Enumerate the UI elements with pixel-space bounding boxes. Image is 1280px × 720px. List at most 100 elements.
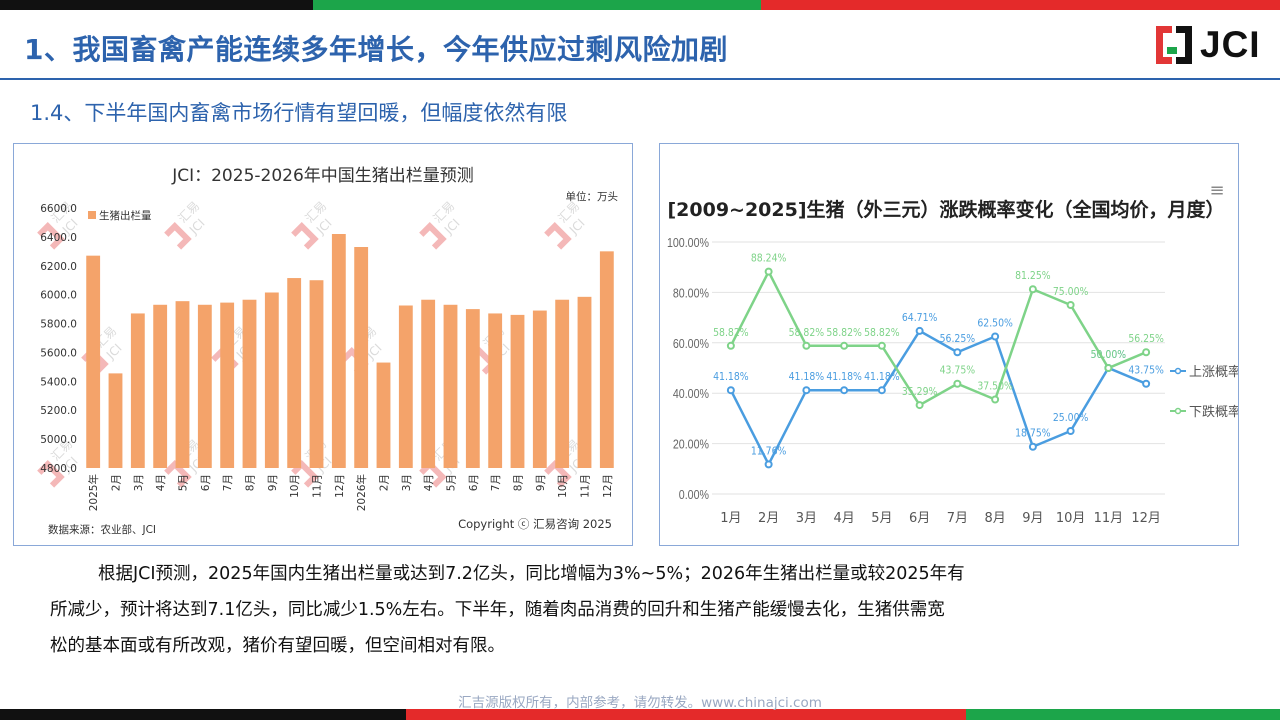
watermark-mark <box>544 460 572 488</box>
x-tick-label: 12月 <box>1131 511 1161 526</box>
y-tick-label: 40.00% <box>673 386 710 401</box>
bar <box>242 299 257 468</box>
data-point[interactable] <box>1028 442 1037 451</box>
series-rise: 41.18%11.76%41.18% 41.18% 41.18%64.71%56.2… <box>713 312 1164 469</box>
data-label: 18.75% <box>1015 428 1051 440</box>
data-point[interactable] <box>1142 348 1151 357</box>
data-point[interactable] <box>991 332 1000 341</box>
data-point[interactable] <box>953 348 962 357</box>
data-label: 58.82% <box>826 327 862 339</box>
data-label: 50.00% <box>1091 349 1127 361</box>
data-label: 62.50% <box>977 318 1013 330</box>
bar <box>599 251 614 468</box>
data-point[interactable] <box>915 401 924 410</box>
data-label: 43.75% <box>940 365 976 377</box>
data-point[interactable] <box>764 460 773 469</box>
watermark-mark <box>37 222 65 250</box>
data-label: 88.24% <box>751 253 787 265</box>
y-tick-label: 5800.0 <box>40 319 77 331</box>
data-point[interactable] <box>1142 379 1151 388</box>
paragraph-line-1: 根据JCI预测，2025年国内生猪出栏量或达到7.2亿头，同比增幅为3%~5%；… <box>98 564 965 584</box>
data-point[interactable] <box>802 341 811 350</box>
bar <box>488 313 503 468</box>
x-tick-label: 6月 <box>909 511 930 526</box>
bar <box>443 304 458 468</box>
legend-label: 生猪出栏量 <box>99 209 152 222</box>
data-point[interactable] <box>764 267 773 276</box>
y-tick-label: 6000.0 <box>40 290 77 302</box>
data-point[interactable] <box>991 395 1000 404</box>
y-tick-label: 6400.0 <box>40 232 77 244</box>
data-label: 75.00% <box>1053 286 1089 298</box>
data-label: 11.76% <box>751 446 787 458</box>
data-label: 43.75% <box>1128 365 1164 377</box>
data-point[interactable] <box>840 341 849 350</box>
data-point[interactable] <box>877 341 886 350</box>
bar <box>376 362 391 468</box>
jci-logo-icon <box>1156 26 1192 64</box>
data-point[interactable] <box>1104 364 1113 372</box>
data-point[interactable] <box>726 386 735 395</box>
chart-menu-icon[interactable]: ≡ <box>1209 180 1224 201</box>
x-tick-label: 5月 <box>446 474 458 491</box>
bar-chart-panel: JCI：2025-2026年中国生猪出栏量预测 单位：万头 生猪出栏量 汇易 JC… <box>13 143 633 546</box>
page-title: 1、我国畜禽产能连续多年增长，今年供应过剩风险加剧 <box>24 33 728 66</box>
legend-label: 上涨概率 <box>1189 364 1238 380</box>
y-tick-label: 5400.0 <box>40 376 77 388</box>
watermark-mark <box>164 222 192 250</box>
legend-marker <box>1174 367 1182 375</box>
chart-title: [2009~2025]生猪（外三元）涨跌概率变化（全国均价，月度） <box>667 198 1224 221</box>
data-label: 50.00% <box>1091 349 1127 361</box>
section-subtitle: 1.4、下半年国内畜禽市场行情有望回暖，但幅度依然有限 <box>30 101 568 125</box>
data-point[interactable] <box>953 379 962 388</box>
data-point[interactable] <box>1066 427 1075 435</box>
x-tick-label: 7月 <box>947 511 968 526</box>
data-label: 58.82% <box>789 327 825 339</box>
y-tick-label: 5000.0 <box>40 434 77 446</box>
data-source: 数据来源：农业部、JCI <box>48 523 156 536</box>
bar <box>264 292 279 468</box>
y-tick-label: 20.00% <box>673 437 710 452</box>
bar <box>532 310 547 468</box>
legend-item[interactable]: 下跌概率 <box>1170 404 1241 420</box>
bar <box>510 314 525 468</box>
data-point[interactable] <box>915 326 924 335</box>
data-point[interactable] <box>877 386 886 395</box>
jci-logo: JCI <box>1150 22 1264 68</box>
y-tick-label: 6200.0 <box>40 261 77 273</box>
x-tick-label: 2025年 <box>87 474 100 511</box>
x-axis-ticks: 2025年 2月 3月 4月 5月 6月 7月 8月 9月 10月 11月 12月 2026年 2月 3月 4… <box>87 474 614 511</box>
data-point[interactable] <box>726 341 735 350</box>
y-axis-ticks: 100.00% 80.00% 60.00% 40.00% 20.00% 0.00% <box>667 235 1165 502</box>
legend-item[interactable]: 上涨概率 <box>1170 364 1241 380</box>
data-point[interactable] <box>1028 285 1037 294</box>
data-point[interactable] <box>840 386 849 395</box>
bar <box>86 255 101 468</box>
chart-title: JCI：2025-2026年中国生猪出栏量预测 <box>171 166 474 186</box>
data-point[interactable] <box>802 386 811 395</box>
x-tick-label: 10月 <box>557 474 569 498</box>
x-tick-label: 6月 <box>200 474 212 491</box>
y-tick-label: 80.00% <box>673 285 710 300</box>
x-tick-label: 2026年 <box>355 474 368 511</box>
legend-label: 下跌概率 <box>1189 404 1238 420</box>
x-tick-label: 3月 <box>133 474 145 491</box>
watermark-mark <box>419 222 447 250</box>
paragraph-line-3: 松的基本面或有所改观，猪价有望回暖，但空间相对有限。 <box>50 636 505 656</box>
price-probability-line-chart: [2009~2025]生猪（外三元）涨跌概率变化（全国均价，月度） ≡ 100.… <box>667 180 1241 526</box>
data-point[interactable] <box>1066 301 1075 309</box>
bar <box>220 302 235 468</box>
data-label: 64.71% <box>902 312 938 324</box>
x-tick-label: 9月 <box>1022 511 1043 526</box>
bar <box>421 299 436 468</box>
title-divider <box>0 78 1280 80</box>
y-tick-label: 6600.0 <box>40 203 77 215</box>
data-label: 41.18% <box>713 372 749 384</box>
data-label: 56.25% <box>1128 334 1164 346</box>
x-tick-label: 5月 <box>178 474 190 491</box>
bar <box>331 234 346 468</box>
data-label: 41.18% <box>826 372 862 384</box>
line-chart-panel: [2009~2025]生猪（外三元）涨跌概率变化（全国均价，月度） ≡ 100.… <box>659 143 1241 546</box>
